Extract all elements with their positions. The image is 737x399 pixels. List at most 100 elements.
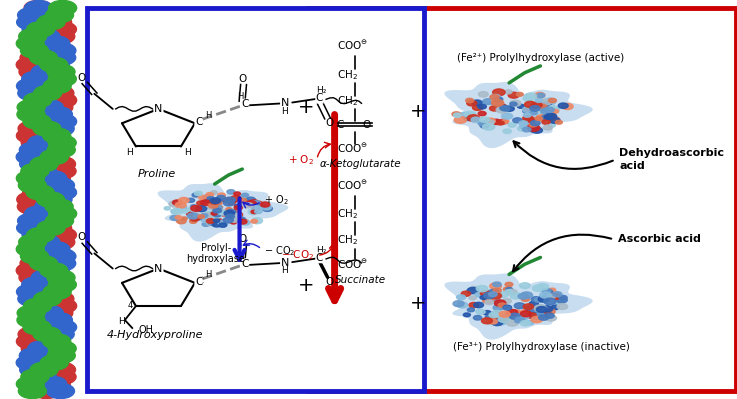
Circle shape [226, 214, 236, 219]
Circle shape [42, 171, 70, 186]
Circle shape [480, 117, 489, 122]
Text: O: O [77, 73, 86, 83]
Circle shape [498, 104, 506, 108]
Circle shape [483, 310, 491, 315]
Circle shape [24, 206, 52, 221]
Text: N: N [281, 98, 289, 108]
Circle shape [37, 15, 65, 30]
Circle shape [243, 203, 253, 208]
Circle shape [537, 115, 548, 121]
Circle shape [22, 22, 50, 37]
Circle shape [523, 109, 530, 113]
Circle shape [542, 306, 553, 312]
Circle shape [461, 291, 471, 296]
Circle shape [534, 298, 543, 302]
Circle shape [31, 270, 59, 285]
Circle shape [218, 210, 227, 215]
Circle shape [510, 102, 517, 106]
Circle shape [19, 270, 47, 285]
Circle shape [49, 114, 77, 129]
Circle shape [242, 221, 250, 225]
Circle shape [478, 111, 486, 116]
Circle shape [164, 207, 170, 210]
Circle shape [519, 121, 528, 126]
Circle shape [18, 291, 46, 306]
Circle shape [33, 327, 61, 342]
Circle shape [34, 85, 62, 101]
Circle shape [262, 206, 273, 211]
Circle shape [36, 312, 64, 328]
Circle shape [20, 256, 48, 271]
Circle shape [31, 348, 59, 363]
Circle shape [18, 121, 46, 136]
Circle shape [486, 320, 495, 324]
Circle shape [480, 296, 487, 299]
Circle shape [504, 312, 514, 318]
Text: H₂: H₂ [315, 86, 326, 95]
Circle shape [175, 215, 182, 219]
Circle shape [48, 249, 76, 264]
Circle shape [518, 294, 528, 299]
Circle shape [48, 50, 76, 65]
Circle shape [39, 241, 67, 257]
Circle shape [520, 125, 527, 129]
Circle shape [489, 106, 500, 111]
Circle shape [493, 89, 505, 96]
Circle shape [38, 284, 66, 299]
Circle shape [515, 317, 525, 322]
Circle shape [255, 209, 262, 213]
Circle shape [49, 93, 77, 108]
Text: N: N [154, 104, 163, 114]
Circle shape [178, 205, 187, 210]
Circle shape [550, 293, 561, 300]
Circle shape [529, 128, 537, 132]
Circle shape [485, 300, 494, 305]
Circle shape [32, 383, 60, 399]
Circle shape [16, 355, 44, 370]
Circle shape [493, 305, 503, 310]
Circle shape [481, 291, 490, 296]
Circle shape [38, 128, 66, 143]
Circle shape [210, 198, 220, 203]
Circle shape [19, 64, 47, 79]
Circle shape [23, 185, 51, 200]
Circle shape [39, 171, 67, 186]
Text: H: H [205, 111, 212, 120]
Circle shape [516, 311, 523, 315]
Circle shape [207, 221, 215, 226]
Circle shape [551, 305, 559, 310]
Circle shape [181, 209, 188, 213]
Circle shape [493, 288, 501, 292]
Circle shape [531, 296, 541, 302]
Circle shape [49, 0, 77, 16]
Circle shape [42, 376, 70, 391]
Circle shape [251, 204, 261, 209]
Circle shape [479, 121, 489, 127]
Circle shape [27, 22, 55, 37]
Circle shape [503, 287, 512, 292]
Circle shape [242, 193, 248, 197]
Circle shape [21, 164, 49, 179]
Circle shape [28, 164, 56, 179]
Circle shape [562, 103, 573, 110]
Circle shape [41, 149, 69, 164]
Text: +: + [411, 102, 427, 121]
Text: CH$_2$: CH$_2$ [337, 234, 357, 247]
Circle shape [24, 93, 52, 108]
Circle shape [197, 201, 206, 205]
Circle shape [18, 235, 46, 250]
Circle shape [256, 203, 264, 207]
Circle shape [457, 302, 468, 308]
Circle shape [472, 105, 483, 111]
Circle shape [227, 214, 233, 218]
Text: 4: 4 [128, 301, 133, 310]
Circle shape [223, 198, 232, 203]
Circle shape [546, 294, 555, 299]
Circle shape [24, 298, 52, 314]
Circle shape [41, 355, 69, 370]
Circle shape [195, 191, 202, 196]
Circle shape [186, 212, 193, 216]
Polygon shape [444, 82, 593, 148]
Circle shape [44, 192, 72, 207]
Circle shape [498, 292, 509, 297]
